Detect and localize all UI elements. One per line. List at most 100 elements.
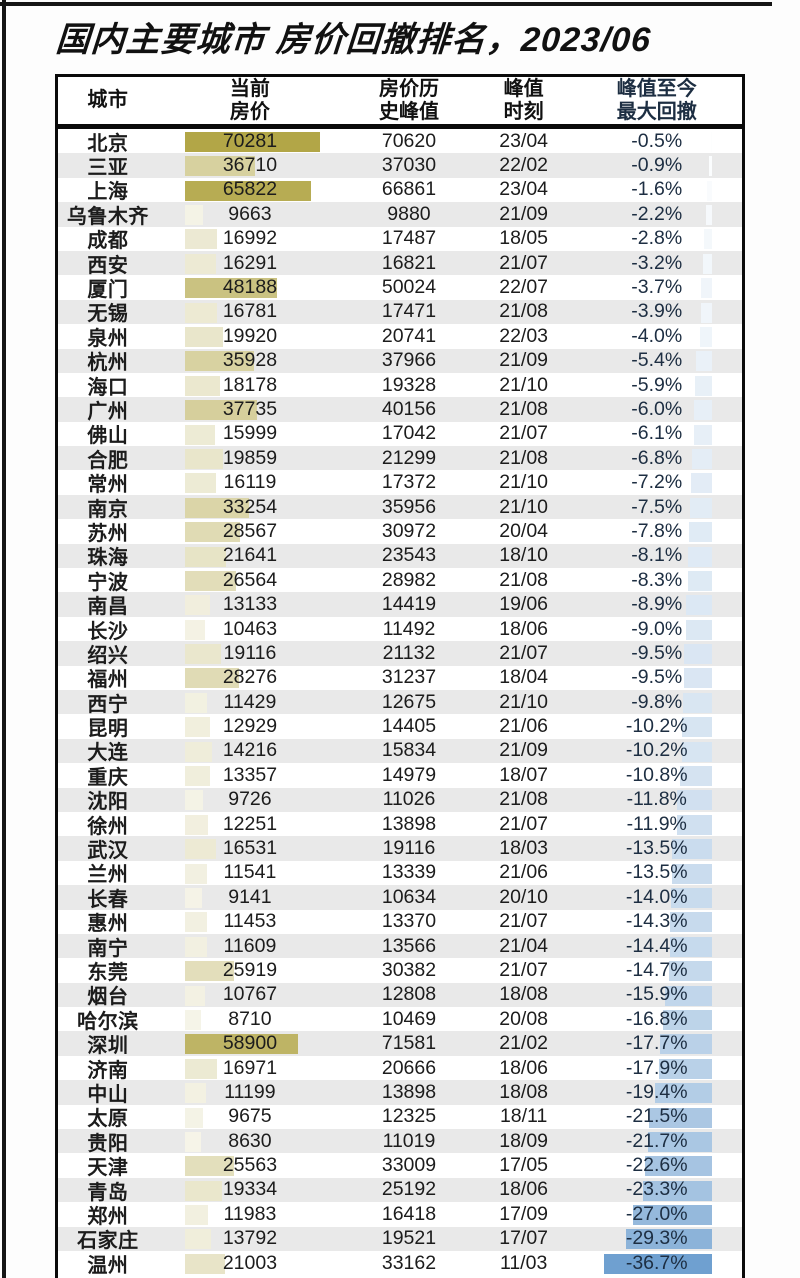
drawdown-data-bar bbox=[688, 546, 712, 567]
drawdown-cell: -5.4% bbox=[571, 349, 742, 372]
peak-time-cell: 21/10 bbox=[499, 495, 549, 518]
price-cell: 26564 bbox=[158, 569, 342, 592]
city-cell: 佛山 bbox=[87, 425, 129, 448]
table-row: 西宁 11429 12675 21/10 -9.8% bbox=[58, 689, 742, 716]
table-row: 沈阳 9726 11026 21/08 -11.8% bbox=[58, 787, 742, 813]
peak-price-cell: 13566 bbox=[381, 934, 437, 957]
price-data-bar bbox=[184, 1083, 207, 1104]
peak-price-cell: 23543 bbox=[381, 544, 437, 567]
price-cell: 9675 bbox=[158, 1105, 342, 1128]
price-cell: 12929 bbox=[158, 715, 342, 738]
drawdown-data-bar bbox=[687, 570, 712, 591]
peak-time-cell: 23/04 bbox=[499, 129, 549, 152]
drawdown-cell: -16.8% bbox=[571, 1008, 742, 1031]
drawdown-cell: -6.1% bbox=[571, 422, 742, 445]
table-row: 徐州 12251 13898 21/07 -11.9% bbox=[58, 811, 742, 838]
drawdown-cell: -19.4% bbox=[571, 1081, 742, 1104]
peak-price-cell: 31237 bbox=[381, 666, 437, 689]
city-cell: 宁波 bbox=[87, 571, 129, 594]
city-cell: 西宁 bbox=[87, 693, 129, 716]
drawdown-cell: -8.1% bbox=[571, 544, 742, 567]
price-cell: 11429 bbox=[158, 691, 342, 714]
city-cell: 绍兴 bbox=[87, 644, 129, 667]
city-cell: 深圳 bbox=[87, 1035, 129, 1058]
drawdown-cell: -9.5% bbox=[571, 642, 742, 665]
drawdown-cell: -14.0% bbox=[571, 886, 742, 909]
peak-price-cell: 30382 bbox=[381, 958, 437, 981]
peak-time-cell: 17/05 bbox=[499, 1154, 549, 1177]
peak-price-cell: 50024 bbox=[381, 276, 437, 299]
drawdown-cell: -13.5% bbox=[571, 861, 742, 884]
frame-top-line bbox=[0, 2, 772, 6]
peak-time-cell: 19/06 bbox=[499, 593, 549, 616]
city-cell: 成都 bbox=[87, 230, 129, 253]
city-cell: 珠海 bbox=[87, 547, 129, 570]
price-data-bar bbox=[184, 1131, 202, 1152]
peak-price-cell: 17487 bbox=[381, 227, 437, 250]
price-cell: 37735 bbox=[158, 398, 342, 421]
price-data-bar bbox=[184, 1180, 222, 1201]
price-cell: 33254 bbox=[158, 496, 342, 519]
city-cell: 北京 bbox=[87, 132, 129, 155]
peak-price-cell: 17372 bbox=[381, 471, 437, 494]
drawdown-data-bar bbox=[632, 1205, 712, 1226]
drawdown-data-bar bbox=[669, 936, 712, 957]
peak-price-cell: 17042 bbox=[381, 422, 437, 445]
table-row: 福州 28276 31237 18/04 -9.5% bbox=[58, 665, 742, 691]
price-cell: 8710 bbox=[158, 1008, 342, 1031]
price-data-bar bbox=[184, 912, 207, 933]
city-cell: 武汉 bbox=[87, 840, 129, 863]
peak-price-cell: 10634 bbox=[381, 885, 437, 908]
price-data-bar bbox=[184, 1253, 226, 1274]
price-data-bar bbox=[184, 205, 204, 226]
peak-price-cell: 14405 bbox=[381, 715, 437, 738]
price-data-bar bbox=[184, 253, 216, 274]
drawdown-cell: -17.7% bbox=[571, 1032, 742, 1055]
price-cell: 13792 bbox=[158, 1227, 342, 1250]
table-row: 苏州 28567 30972 20/04 -7.8% bbox=[58, 519, 742, 545]
price-data-bar bbox=[184, 619, 205, 640]
price-cell: 21003 bbox=[158, 1252, 342, 1275]
peak-price-cell: 13370 bbox=[381, 910, 437, 933]
price-cell: 16119 bbox=[158, 471, 342, 494]
table-row: 石家庄 13792 19521 17/07 -29.3% bbox=[58, 1226, 742, 1253]
drawdown-data-bar bbox=[648, 1131, 712, 1152]
peak-price-cell: 71581 bbox=[381, 1032, 437, 1055]
drawdown-cell: -7.8% bbox=[571, 520, 742, 543]
price-data-bar bbox=[184, 1229, 212, 1250]
price-data-bar bbox=[184, 497, 249, 518]
price-data-bar bbox=[184, 473, 216, 494]
price-cell: 10767 bbox=[158, 983, 342, 1006]
price-data-bar bbox=[184, 1156, 234, 1177]
table-row: 重庆 13357 14979 18/07 -10.8% bbox=[58, 763, 742, 789]
table-row: 泉州 19920 20741 22/03 -4.0% bbox=[58, 324, 742, 350]
price-cell: 11609 bbox=[158, 935, 342, 958]
peak-time-cell: 18/10 bbox=[499, 544, 549, 567]
price-data-bar bbox=[184, 961, 235, 982]
drawdown-cell: -7.5% bbox=[571, 496, 742, 519]
column-header-max-drawdown: 峰值至今 最大回撤 bbox=[616, 77, 697, 123]
price-cell: 16531 bbox=[158, 837, 342, 860]
city-cell: 烟台 bbox=[87, 986, 129, 1009]
city-cell: 石家庄 bbox=[77, 1230, 139, 1253]
drawdown-cell: -11.8% bbox=[571, 788, 742, 811]
drawdown-cell: -11.9% bbox=[571, 813, 742, 836]
price-data-bar bbox=[184, 887, 203, 908]
drawdown-cell: -10.8% bbox=[571, 764, 742, 787]
table-row: 青岛 19334 25192 18/06 -23.3% bbox=[58, 1177, 742, 1204]
drawdown-cell: -36.7% bbox=[571, 1252, 742, 1275]
drawdown-data-bar bbox=[672, 863, 712, 884]
column-header-peak-time: 峰值 时刻 bbox=[503, 77, 544, 123]
price-data-bar bbox=[184, 327, 223, 347]
drawdown-cell: -14.4% bbox=[571, 935, 742, 958]
city-cell: 南京 bbox=[87, 498, 129, 521]
drawdown-cell: -8.9% bbox=[571, 593, 742, 616]
peak-price-cell: 11026 bbox=[382, 788, 436, 811]
drawdown-cell: -15.9% bbox=[571, 983, 742, 1006]
city-cell: 南宁 bbox=[87, 937, 129, 960]
drawdown-data-bar bbox=[670, 887, 712, 908]
column-header-current-price: 当前 房价 bbox=[229, 77, 270, 123]
peak-price-cell: 37030 bbox=[381, 154, 437, 177]
table-row: 太原 9675 12325 18/11 -21.5% bbox=[58, 1104, 742, 1130]
city-cell: 杭州 bbox=[87, 352, 129, 375]
